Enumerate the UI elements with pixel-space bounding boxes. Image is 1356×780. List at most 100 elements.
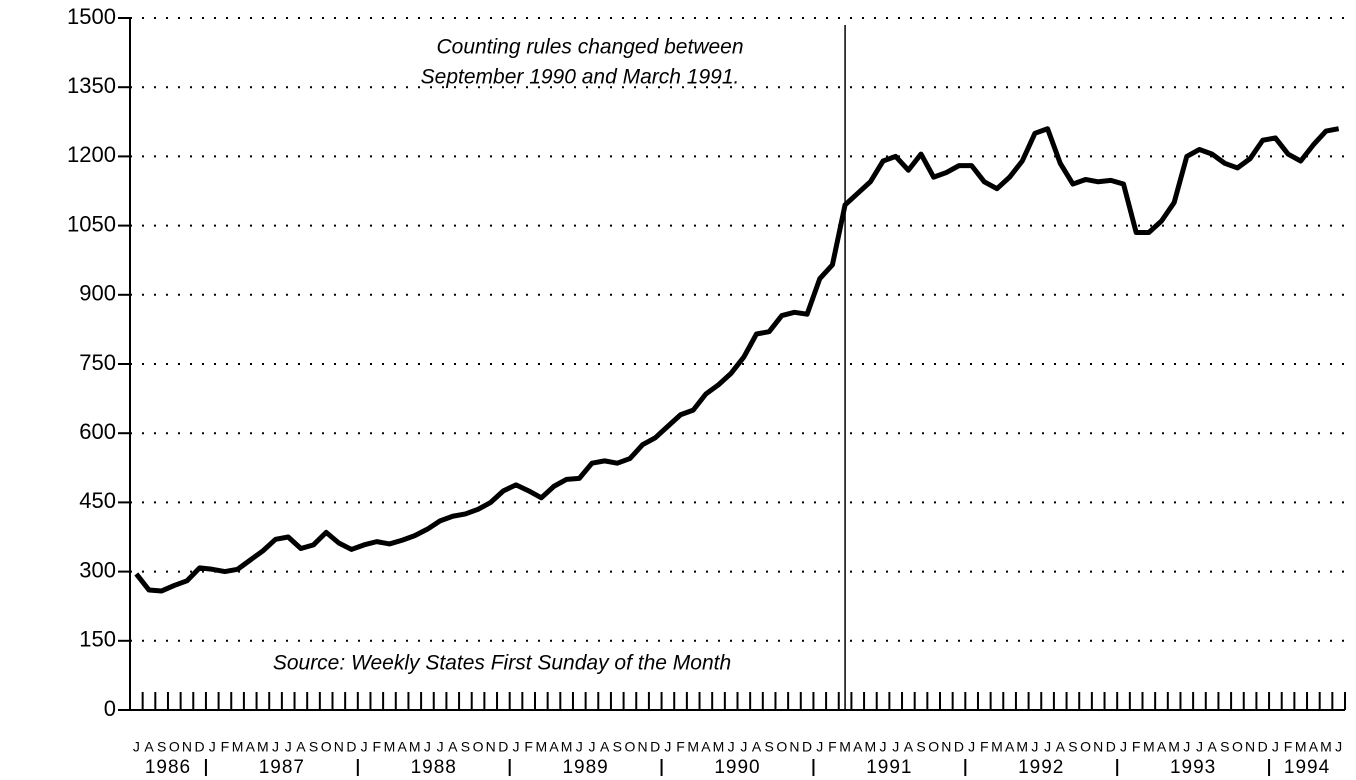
x-tick-label: M (409, 739, 421, 755)
x-tick-label: S (613, 739, 622, 755)
x-tick-label: M (1016, 739, 1028, 755)
x-tick-label: O (473, 739, 484, 755)
annotation: September 1990 and March 1991. (421, 66, 740, 89)
x-tick-label: J (892, 739, 899, 755)
x-tick-label: N (334, 739, 344, 755)
x-tick-label: O (1080, 739, 1091, 755)
x-tick-label: A (1309, 739, 1319, 755)
x-tick-label: O (321, 739, 332, 755)
year-label: 1986 (145, 757, 191, 778)
year-label: 1987 (259, 757, 305, 778)
x-tick-label: O (776, 739, 787, 755)
x-tick-label: J (437, 739, 444, 755)
data-line (134, 126, 1340, 594)
x-tick-label: J (1120, 739, 1127, 755)
x-tick-label: O (169, 739, 180, 755)
x-tick-label: A (600, 739, 610, 755)
year-label: 1992 (1018, 757, 1064, 778)
x-tick-label: N (941, 739, 951, 755)
annotation: Counting rules changed between (436, 36, 743, 59)
x-tick-label: D (1258, 739, 1268, 755)
x-tick-label: D (954, 739, 964, 755)
x-tick-label: J (588, 739, 595, 755)
x-tick-label: F (221, 739, 230, 755)
y-tick-label: 0 (104, 696, 116, 721)
x-tick-label: A (1056, 739, 1066, 755)
x-tick-label: J (1183, 739, 1190, 755)
y-tick-label: 1350 (67, 73, 116, 98)
year-label: 1994 (1284, 757, 1330, 778)
x-tick-label: A (246, 739, 256, 755)
x-tick-label: A (144, 739, 154, 755)
x-tick-label: J (272, 739, 279, 755)
x-tick-label: J (361, 739, 368, 755)
x-tick-label: S (157, 739, 166, 755)
x-tick-label: J (133, 739, 140, 755)
x-tick-label: A (904, 739, 914, 755)
x-tick-label: A (853, 739, 863, 755)
x-tick-label: M (865, 739, 877, 755)
x-tick-label: N (1093, 739, 1103, 755)
x-tick-label: F (1132, 739, 1141, 755)
x-tick-label: F (980, 739, 989, 755)
x-tick-label: M (232, 739, 244, 755)
x-tick-label: F (373, 739, 382, 755)
x-tick-label: D (498, 739, 508, 755)
x-tick-label: M (1168, 739, 1180, 755)
x-tick-label: D (195, 739, 205, 755)
x-tick-label: A (397, 739, 407, 755)
x-tick-label: M (713, 739, 725, 755)
x-tick-label: N (486, 739, 496, 755)
x-tick-label: A (701, 739, 711, 755)
y-tick-label: 1200 (67, 142, 116, 167)
x-tick-label: J (664, 739, 671, 755)
x-tick-label: S (1220, 739, 1229, 755)
x-tick-label: J (1044, 739, 1051, 755)
y-tick-label: 300 (79, 557, 116, 582)
year-label: 1993 (1170, 757, 1216, 778)
x-tick-label: S (461, 739, 470, 755)
x-tick-label: S (309, 739, 318, 755)
x-tick-label: J (880, 739, 887, 755)
x-tick-label: N (1245, 739, 1255, 755)
x-tick-label: M (561, 739, 573, 755)
x-tick-label: O (928, 739, 939, 755)
year-label: 1990 (714, 757, 760, 778)
x-tick-label: O (624, 739, 635, 755)
x-tick-label: M (1320, 739, 1332, 755)
y-tick-label: 450 (79, 488, 116, 513)
x-tick-label: J (513, 739, 520, 755)
year-label: 1989 (562, 757, 608, 778)
y-tick-label: 1500 (67, 4, 116, 29)
x-tick-label: A (1207, 739, 1217, 755)
x-tick-label: J (1031, 739, 1038, 755)
x-tick-label: D (1106, 739, 1116, 755)
y-tick-label: 600 (79, 419, 116, 444)
x-tick-label: A (296, 739, 306, 755)
x-tick-label: M (687, 739, 699, 755)
x-tick-label: D (650, 739, 660, 755)
x-tick-label: D (346, 739, 356, 755)
x-tick-label: D (802, 739, 812, 755)
x-tick-label: F (1284, 739, 1293, 755)
y-tick-label: 1050 (67, 211, 116, 236)
y-tick-label: 750 (79, 350, 116, 375)
x-tick-label: M (384, 739, 396, 755)
x-tick-label: J (576, 739, 583, 755)
x-tick-label: A (549, 739, 559, 755)
x-tick-label: J (1272, 739, 1279, 755)
x-tick-label: N (182, 739, 192, 755)
y-tick-label: 900 (79, 281, 116, 306)
x-tick-label: A (752, 739, 762, 755)
x-tick-label: F (524, 739, 533, 755)
x-tick-label: M (1295, 739, 1307, 755)
x-tick-label: F (828, 739, 837, 755)
x-tick-label: N (638, 739, 648, 755)
x-tick-label: M (535, 739, 547, 755)
x-tick-label: N (789, 739, 799, 755)
x-tick-label: J (285, 739, 292, 755)
year-label: 1988 (411, 757, 457, 778)
x-tick-label: J (728, 739, 735, 755)
x-tick-label: S (916, 739, 925, 755)
x-tick-label: O (1232, 739, 1243, 755)
